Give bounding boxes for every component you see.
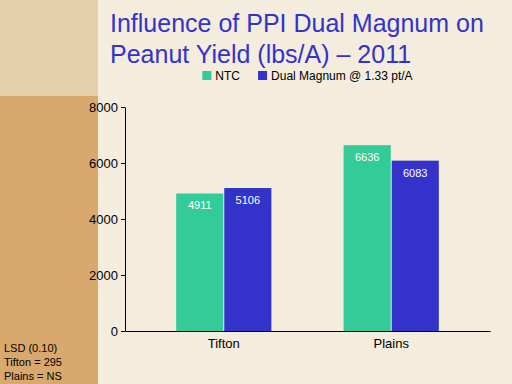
- x-tick: Tifton: [208, 336, 240, 351]
- x-tick-label: Tifton: [208, 336, 240, 351]
- y-tick-mark: [121, 219, 125, 220]
- bars: [176, 145, 439, 331]
- x-tick-label: Plains: [374, 336, 410, 351]
- title: Influence of PPI Dual Magnum onPeanut Yi…: [110, 9, 484, 68]
- y-tick: 4000: [89, 212, 125, 227]
- y-tick: 2000: [89, 268, 125, 283]
- y-tick: 6000: [89, 156, 125, 171]
- x-axis-line: [126, 331, 491, 332]
- y-tick-mark: [121, 275, 125, 276]
- y-tick-label: 6000: [89, 156, 118, 171]
- data-label: 6083: [403, 167, 427, 179]
- annotation: Tifton = 295: [4, 356, 62, 368]
- y-axis: 0 2000 4000 6000 8000: [89, 100, 125, 339]
- annotation: LSD (0.10): [4, 342, 57, 354]
- y-tick-label: 4000: [89, 212, 118, 227]
- x-axis: Tifton Plains: [126, 332, 491, 352]
- legend-label: Dual Magnum @ 1.33 pt/A: [271, 69, 413, 83]
- legend-item: Dual Magnum @ 1.33 pt/A: [258, 69, 413, 83]
- y-tick-label: 8000: [89, 100, 118, 115]
- y-tick: 0: [111, 324, 125, 339]
- x-tick: Plains: [374, 336, 410, 351]
- legend: NTC Dual Magnum @ 1.33 pt/A: [202, 69, 412, 83]
- data-label: 6636: [355, 151, 379, 163]
- data-labels: 4911 6636 5106 6083: [188, 151, 428, 211]
- y-tick-label: 0: [111, 324, 118, 339]
- y-tick-mark: [121, 107, 125, 108]
- data-label: 4911: [188, 199, 212, 211]
- bar: [392, 161, 439, 331]
- bar: [224, 188, 271, 331]
- y-tick: 8000: [89, 100, 125, 115]
- y-tick-mark: [121, 163, 125, 164]
- y-axis-line: [125, 108, 126, 332]
- y-tick-mark: [121, 331, 125, 332]
- side-panel-photo: [0, 0, 98, 96]
- side-panel: [0, 96, 98, 384]
- legend-swatch: [202, 71, 211, 80]
- bar: [176, 193, 223, 331]
- data-label: 5106: [236, 194, 260, 206]
- bar: [344, 145, 391, 331]
- chart-root: Influence of PPI Dual Magnum onPeanut Yi…: [0, 0, 512, 384]
- legend-item: NTC: [202, 69, 240, 83]
- background: [0, 0, 512, 384]
- legend-label: NTC: [215, 69, 240, 83]
- legend-swatch: [258, 71, 267, 80]
- annotations: LSD (0.10) Tifton = 295 Plains = NS: [4, 342, 62, 382]
- y-tick-label: 2000: [89, 268, 118, 283]
- annotation: Plains = NS: [4, 370, 62, 382]
